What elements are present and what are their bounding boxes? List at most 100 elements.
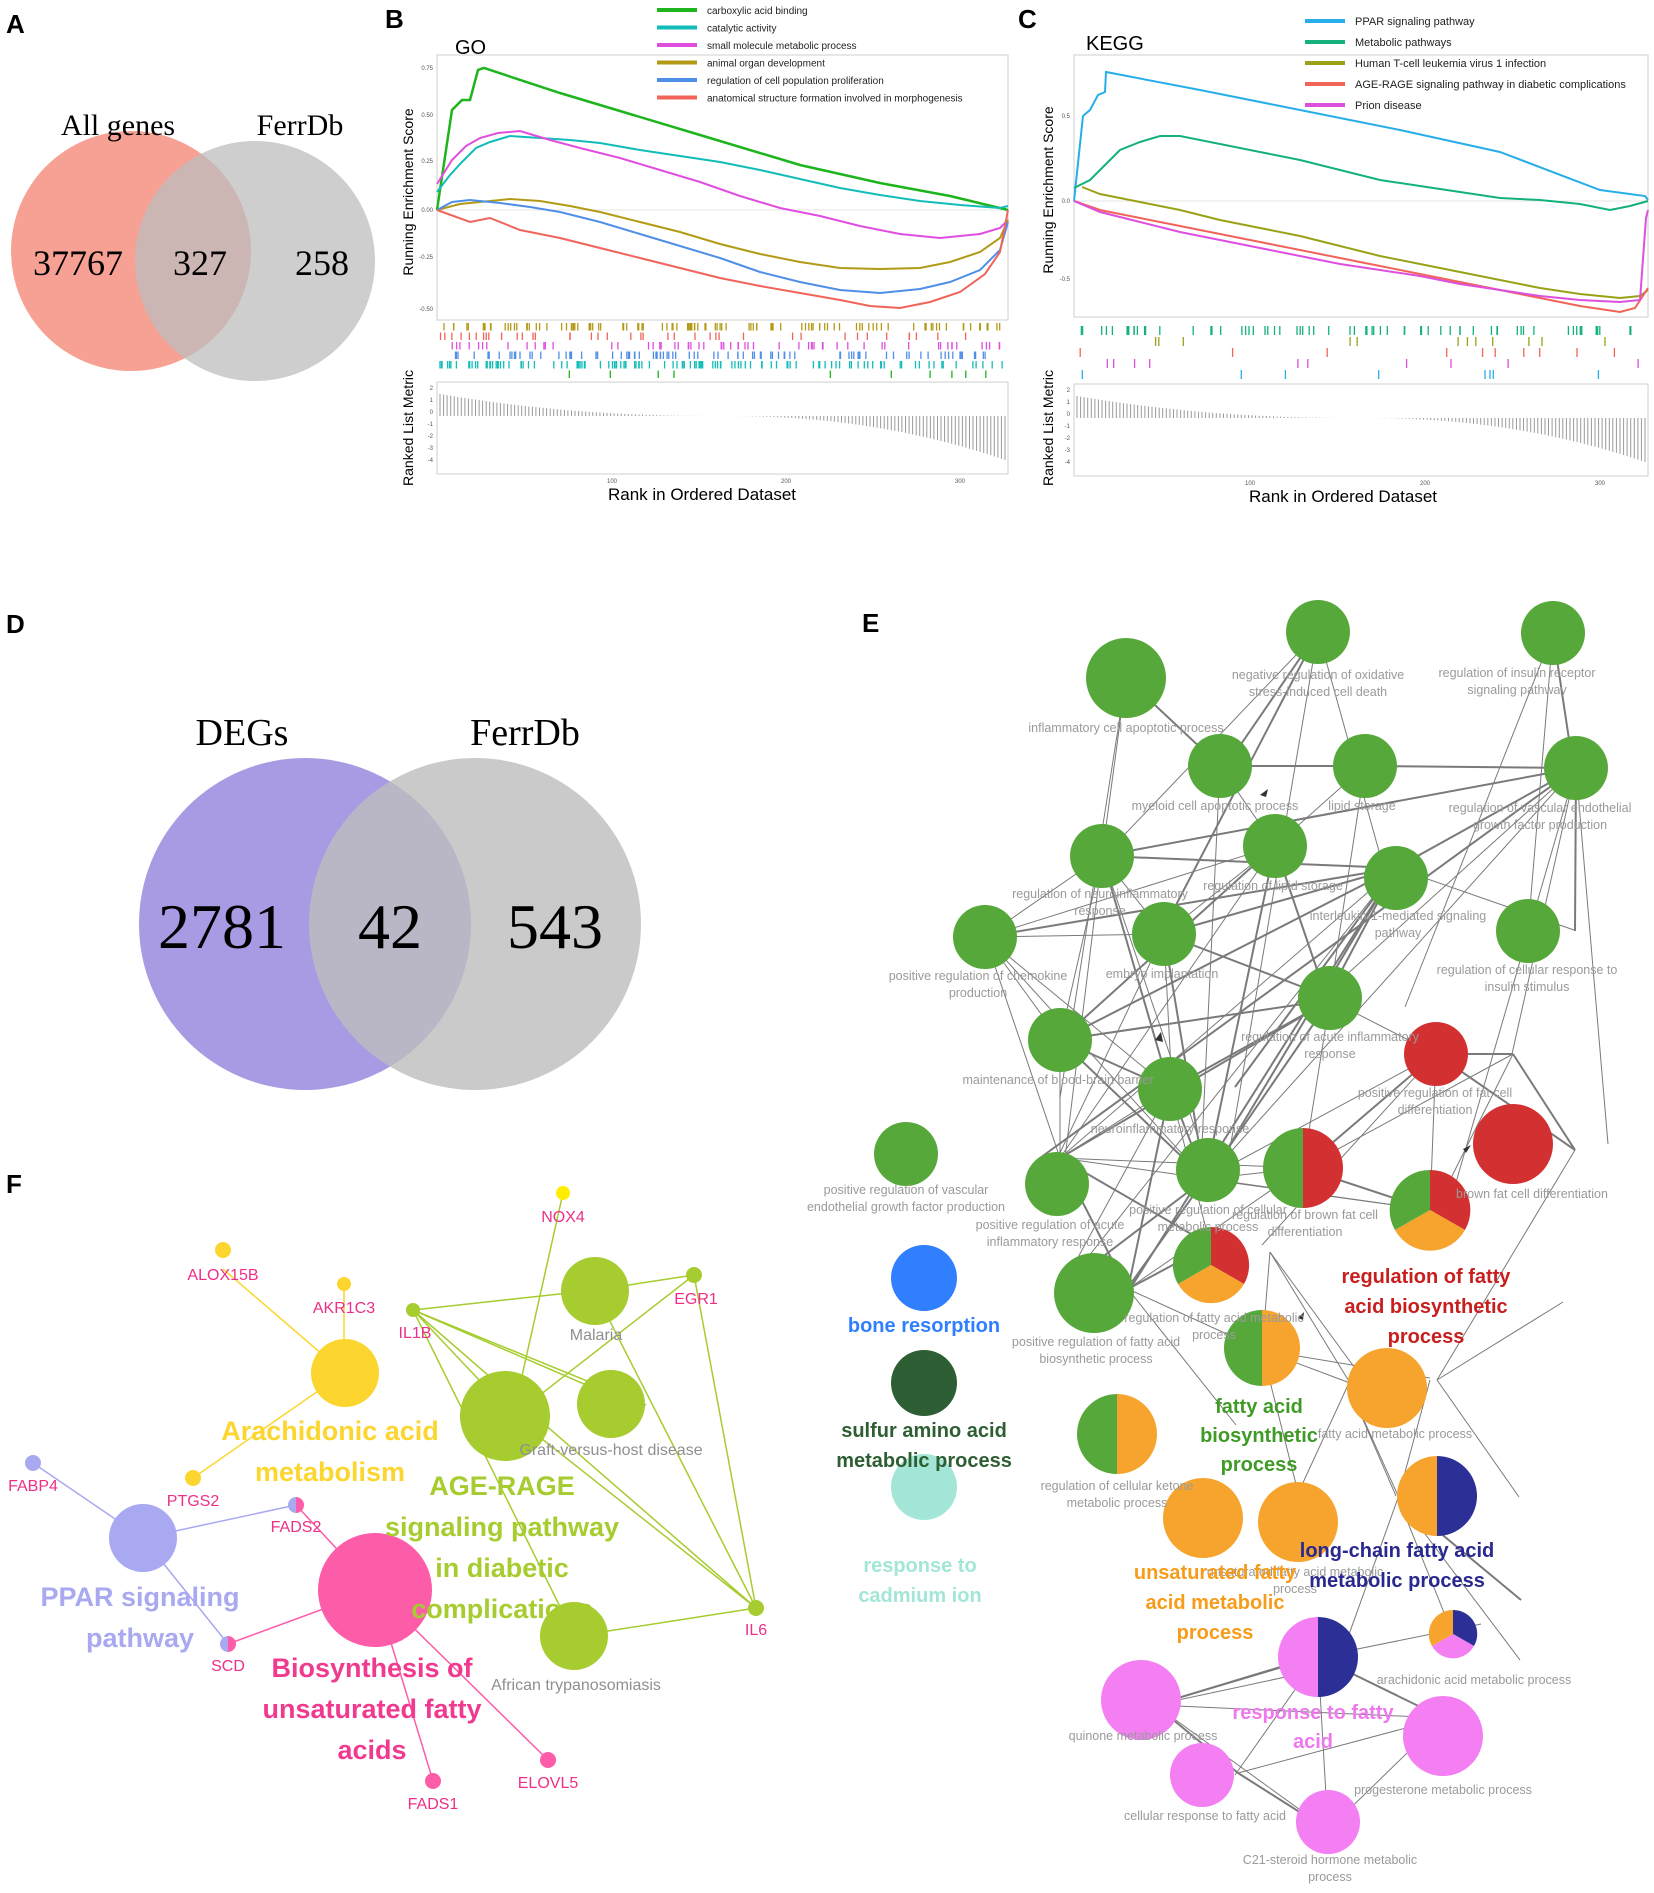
gsea-line-ppar-signaling — [1073, 70, 1649, 202]
gene-node-fads2 — [288, 1497, 304, 1513]
node-regulation-insulin-receptor — [1521, 601, 1585, 665]
node-label: positive regulation of chemokine — [889, 969, 1068, 983]
ytick: -1 — [428, 422, 434, 428]
legend-label: animal organ development — [707, 59, 825, 70]
ytick: -0.25 — [419, 255, 433, 261]
gene-node-akr1c3 — [337, 1277, 351, 1291]
node-positive-acute-inflammatory — [1025, 1152, 1089, 1216]
legend-label: anatomical structure formation involved … — [707, 94, 963, 105]
gsea-c-xlabel: Rank in Ordered Dataset — [1249, 487, 1437, 506]
venn-a-overlap: 327 — [173, 243, 227, 283]
node-label: process — [1192, 1328, 1236, 1342]
network-e-arrowheads — [1155, 789, 1471, 1320]
ytick: -4 — [428, 458, 434, 464]
pathway-label: metabolism — [255, 1457, 405, 1487]
node-label: lipid storage — [1328, 799, 1395, 813]
node-label: regulation of vascular endothelial — [1449, 801, 1632, 815]
node-label: process — [1273, 1582, 1317, 1596]
venn-a-left-only: 37767 — [33, 243, 123, 283]
ytick: -3 — [1065, 448, 1071, 454]
panel-c: C KEGG 0.5 0.0 -0.5 PPAR signaling pathw… — [1018, 4, 1649, 506]
gene-label: AKR1C3 — [313, 1300, 375, 1317]
ytick: -1 — [1065, 424, 1071, 430]
node-positive-cellular-metabolic — [1176, 1138, 1240, 1202]
venn-d-overlap: 42 — [358, 891, 422, 962]
panel-f-letter: F — [6, 1169, 22, 1199]
node-label: neuroinflammatory response — [1091, 1122, 1249, 1136]
legend-node-sulfur-amino-acid — [891, 1350, 957, 1416]
gsea-c-ylabel-bottom: Ranked List Metric — [1040, 370, 1056, 486]
gsea-b-title: GO — [455, 37, 486, 59]
arrowhead — [1155, 1032, 1163, 1042]
node-cellular-response-fatty-acid — [1170, 1743, 1234, 1807]
gene-label: PTGS2 — [167, 1493, 220, 1510]
legend-label: catalytic activity — [707, 24, 776, 35]
ytick: 0.75 — [421, 66, 433, 72]
node-cellular-response-insulin — [1496, 899, 1560, 963]
node-label: regulation of acute inflammatory — [1241, 1030, 1420, 1044]
ytick: 0.50 — [421, 113, 433, 119]
node-label: interleukin-1-mediated signaling — [1310, 909, 1487, 923]
panel-b-letter: B — [385, 4, 404, 34]
node-label: insulin stimulus — [1485, 980, 1570, 994]
node-progesterone-metabolic — [1403, 1696, 1483, 1776]
legend-label: small molecule metabolic process — [707, 41, 857, 52]
node-label: brown fat cell differentiation — [1456, 1187, 1608, 1201]
node-response-fatty-acid-pie — [1278, 1617, 1358, 1697]
pathway-label: signaling pathway — [385, 1512, 619, 1542]
node-positive-fat-cell-differentiation — [1404, 1022, 1468, 1086]
node-label: fatty acid metabolic process — [1318, 1427, 1472, 1441]
node-label: process — [1308, 1870, 1352, 1884]
node-label: arachidonic acid metabolic process — [1377, 1673, 1572, 1687]
ytick: -2 — [428, 434, 434, 440]
gene-label: EGR1 — [674, 1291, 718, 1308]
node-label: embryo implantation — [1106, 967, 1219, 981]
node-acute-inflammatory — [1298, 966, 1362, 1030]
gene-node-ptgs2 — [185, 1470, 201, 1486]
node-label: regulation of fatty acid metabolic — [1124, 1311, 1303, 1325]
cluster-label: response to fatty — [1232, 1702, 1394, 1724]
node-regulation-lipid-storage — [1243, 814, 1307, 878]
node-inflammatory-cell-apoptotic — [1086, 638, 1166, 718]
gsea-b-yticks: 0.75 0.50 0.25 0.00 -0.25 -0.50 — [419, 66, 433, 313]
network-e-cluster-labels: regulation of fatty acid biosynthetic pr… — [1134, 1266, 1511, 1753]
panel-e-letter: E — [862, 608, 879, 638]
ytick: 0.0 — [1062, 199, 1071, 205]
venn-d-left-label: DEGs — [196, 712, 289, 754]
node-label: maintenance of blood-brain barrier — [962, 1073, 1153, 1087]
node-quinone-metabolic — [1101, 1660, 1181, 1740]
panel-b: B GO 0.75 0.50 0.25 0.00 -0.25 -0.50 car… — [385, 4, 1009, 504]
gene-label: FADS2 — [271, 1519, 322, 1536]
ytick: 2 — [1067, 388, 1071, 394]
node-negative-regulation-oxidative — [1286, 600, 1350, 664]
gsea-line-htlv1 — [1081, 186, 1649, 300]
node-regulation-cellular-ketone-pie — [1077, 1394, 1157, 1474]
node-label: positive regulation of acute — [976, 1218, 1125, 1232]
cluster-label: process — [1177, 1622, 1254, 1644]
node-unsaturated-fa-metabolic-2 — [1258, 1482, 1338, 1562]
node-label: myeloid cell apoptotic process — [1132, 799, 1299, 813]
gsea-b-metric-frame — [436, 381, 1009, 475]
node-label: pathway — [1375, 926, 1422, 940]
node-label: endothelial growth factor production — [807, 1200, 1005, 1214]
cluster-label: acid metabolic — [1146, 1592, 1285, 1614]
gene-label: IL1B — [399, 1325, 432, 1342]
ytick: 0 — [430, 410, 434, 416]
gene-label: NOX4 — [541, 1209, 585, 1226]
node-c21-steroid — [1296, 1790, 1360, 1854]
term-node-malaria — [561, 1257, 629, 1325]
node-brown-fat-cell-differentiation — [1473, 1104, 1553, 1184]
venn-a-right-circle — [135, 141, 375, 381]
panel-f: F — [6, 1169, 767, 1813]
ytick: -0.50 — [419, 307, 433, 313]
legend-label: AGE-RAGE signaling pathway in diabetic c… — [1355, 79, 1626, 91]
gene-label: ELOVL5 — [518, 1775, 579, 1792]
node-label: response — [1074, 904, 1125, 918]
node-regulation-brown-fat-cell — [1263, 1128, 1343, 1208]
gene-node-il1b — [406, 1303, 420, 1317]
ytick: 1 — [430, 398, 434, 404]
venn-a-right-only: 258 — [295, 243, 349, 283]
pathway-label: PPAR signaling — [40, 1582, 239, 1612]
